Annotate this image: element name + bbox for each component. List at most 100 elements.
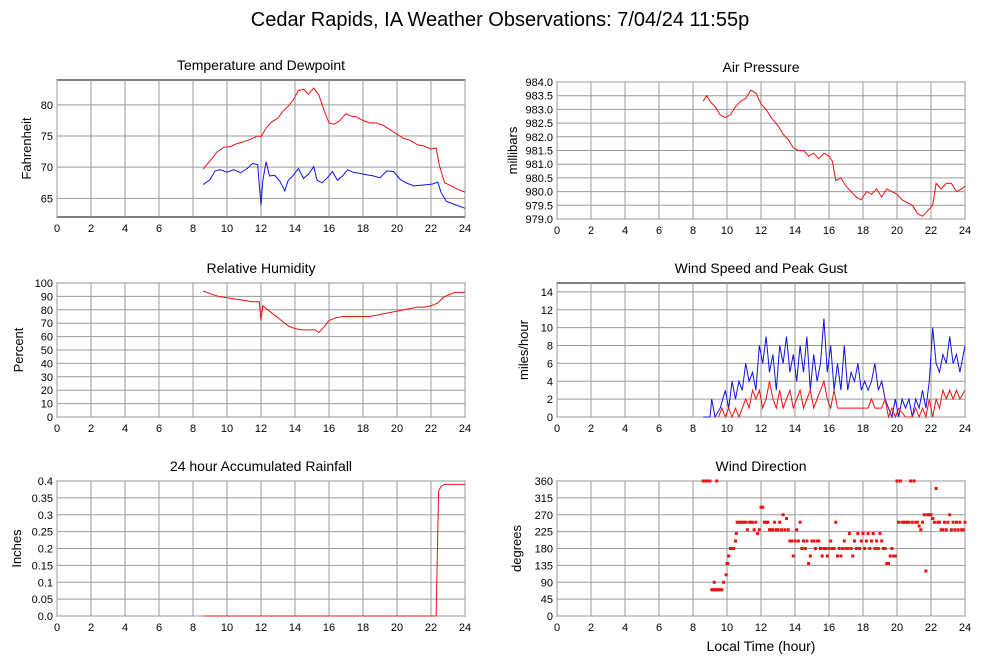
x-tick-label: 14 <box>289 223 301 235</box>
y-tick-label: 135 <box>535 560 553 572</box>
data-point <box>934 487 938 490</box>
data-point <box>921 520 924 524</box>
data-point <box>805 539 809 543</box>
y-tick-label: 0.3 <box>38 510 53 522</box>
x-tick-label: 16 <box>823 423 835 435</box>
data-point <box>936 520 940 524</box>
data-point <box>893 554 897 558</box>
x-tick-label: 14 <box>789 622 801 634</box>
data-point <box>788 539 792 543</box>
data-point <box>728 547 732 550</box>
x-tick-label: 10 <box>221 423 233 435</box>
data-point <box>963 520 967 524</box>
y-tick-label: 0.4 <box>38 476 53 488</box>
data-point <box>771 528 775 532</box>
series-line <box>202 87 466 193</box>
x-tick-label: 12 <box>255 223 267 235</box>
data-point <box>904 520 907 524</box>
data-point <box>712 580 716 584</box>
data-point <box>953 528 957 532</box>
data-point <box>779 528 783 532</box>
data-point <box>938 520 941 524</box>
y-tick-label: 980.5 <box>525 173 553 185</box>
data-point <box>744 520 748 524</box>
y-tick-label: 270 <box>535 510 553 522</box>
y-tick-label: 982.0 <box>525 132 553 144</box>
data-point <box>851 554 855 558</box>
y-tick-label: 0.15 <box>32 560 53 572</box>
y-axis-label: Fahrenheit <box>19 117 34 180</box>
series-line <box>203 290 465 334</box>
data-point <box>766 520 770 524</box>
data-point <box>905 520 909 524</box>
page-title: Cedar Rapids, IA Weather Observations: 7… <box>250 9 750 31</box>
y-tick-label: 45 <box>541 594 553 606</box>
y-tick-label: 80 <box>41 305 53 317</box>
x-tick-label: 2 <box>88 423 94 435</box>
data-point <box>752 528 756 532</box>
data-point <box>727 554 731 558</box>
x-tick-label: 12 <box>755 622 767 634</box>
x-tick-label: 10 <box>221 223 233 235</box>
data-point <box>883 547 887 550</box>
data-point <box>717 588 720 592</box>
data-point <box>949 528 953 532</box>
x-tick-label: 16 <box>323 423 335 435</box>
x-tick-label: 24 <box>459 423 471 435</box>
data-point <box>708 479 712 483</box>
data-point <box>929 513 933 517</box>
y-tick-label: 100 <box>35 278 53 290</box>
data-point <box>873 547 877 550</box>
data-point <box>960 528 964 532</box>
data-point <box>917 524 921 528</box>
x-tick-label: 4 <box>122 622 128 634</box>
data-point <box>759 505 763 509</box>
data-point <box>943 520 947 524</box>
data-point <box>786 528 790 532</box>
data-point <box>757 528 761 532</box>
x-tick-label: 22 <box>925 622 937 634</box>
data-point <box>754 520 758 524</box>
y-tick-label: 0 <box>547 611 553 623</box>
x-tick-label: 18 <box>357 423 369 435</box>
y-tick-label: 6 <box>547 358 553 370</box>
data-point <box>846 547 850 550</box>
data-point <box>745 528 749 532</box>
data-point <box>793 539 797 543</box>
data-point <box>887 562 890 565</box>
x-tick-label: 14 <box>289 622 301 634</box>
data-point <box>715 479 719 483</box>
x-tick-label: 14 <box>789 423 801 435</box>
x-tick-label: 8 <box>690 423 696 435</box>
x-tick-label: 16 <box>323 223 335 235</box>
data-point <box>701 479 705 483</box>
x-tick-label: 8 <box>190 622 196 634</box>
series-line <box>203 483 465 617</box>
data-point <box>864 539 868 543</box>
y-tick-label: 0 <box>547 412 553 424</box>
chart-title: 24 hour Accumulated Rainfall <box>170 458 352 474</box>
y-tick-label: 315 <box>535 493 553 505</box>
y-tick-label: 979.0 <box>525 214 553 226</box>
data-point <box>740 520 744 524</box>
data-point <box>734 532 738 535</box>
y-tick-label: 979.5 <box>525 200 553 212</box>
data-point <box>808 554 812 558</box>
y-tick-label: 90 <box>41 291 53 303</box>
y-tick-label: 0.05 <box>32 594 53 606</box>
data-point <box>773 520 777 524</box>
data-point <box>861 532 865 535</box>
x-tick-label: 4 <box>622 423 628 435</box>
y-tick-label: 20 <box>41 385 53 397</box>
x-tick-label: 16 <box>823 225 835 237</box>
y-axis-label: Percent <box>11 327 26 372</box>
x-tick-label: 20 <box>891 622 903 634</box>
x-tick-label: 8 <box>690 622 696 634</box>
data-point <box>844 547 848 550</box>
data-point <box>858 547 862 550</box>
data-point <box>824 547 828 550</box>
data-point <box>739 520 743 524</box>
